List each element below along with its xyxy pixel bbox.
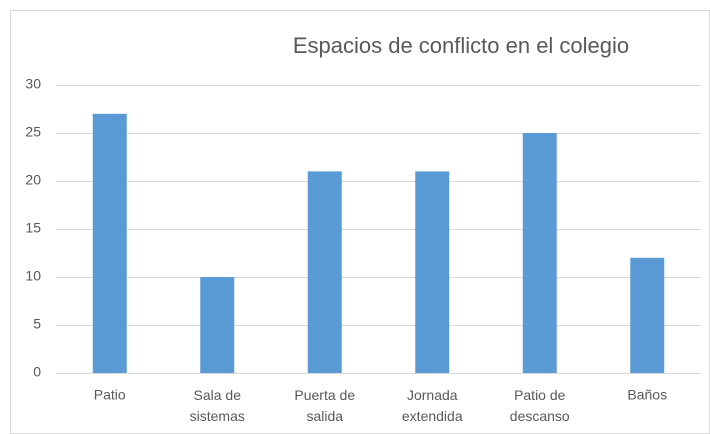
y-tick-label: 0	[33, 364, 41, 380]
x-tick-label: Jornada extendida	[402, 387, 463, 424]
bar	[92, 113, 127, 374]
x-tick-label: Puerta de salida	[294, 387, 355, 424]
bar	[200, 277, 235, 373]
y-tick-label: 25	[25, 124, 41, 140]
y-tick-label: 10	[25, 268, 41, 284]
y-tick-label: 20	[25, 172, 41, 188]
bar	[630, 257, 665, 373]
chart-title: Espacios de conflicto en el colegio	[293, 33, 629, 58]
x-tick-label: Patio	[94, 387, 126, 403]
x-tick-label: Patio de descanso	[510, 387, 570, 424]
chart-frame	[10, 10, 710, 434]
bar	[307, 171, 342, 373]
y-tick-label: 5	[33, 316, 41, 332]
x-tick-label: Sala de sistemas	[190, 387, 245, 424]
bar	[522, 133, 557, 373]
y-tick-label: 15	[25, 220, 41, 236]
y-tick-label: 30	[25, 76, 41, 92]
bar	[415, 171, 450, 373]
x-tick-label: Baños	[627, 387, 667, 403]
